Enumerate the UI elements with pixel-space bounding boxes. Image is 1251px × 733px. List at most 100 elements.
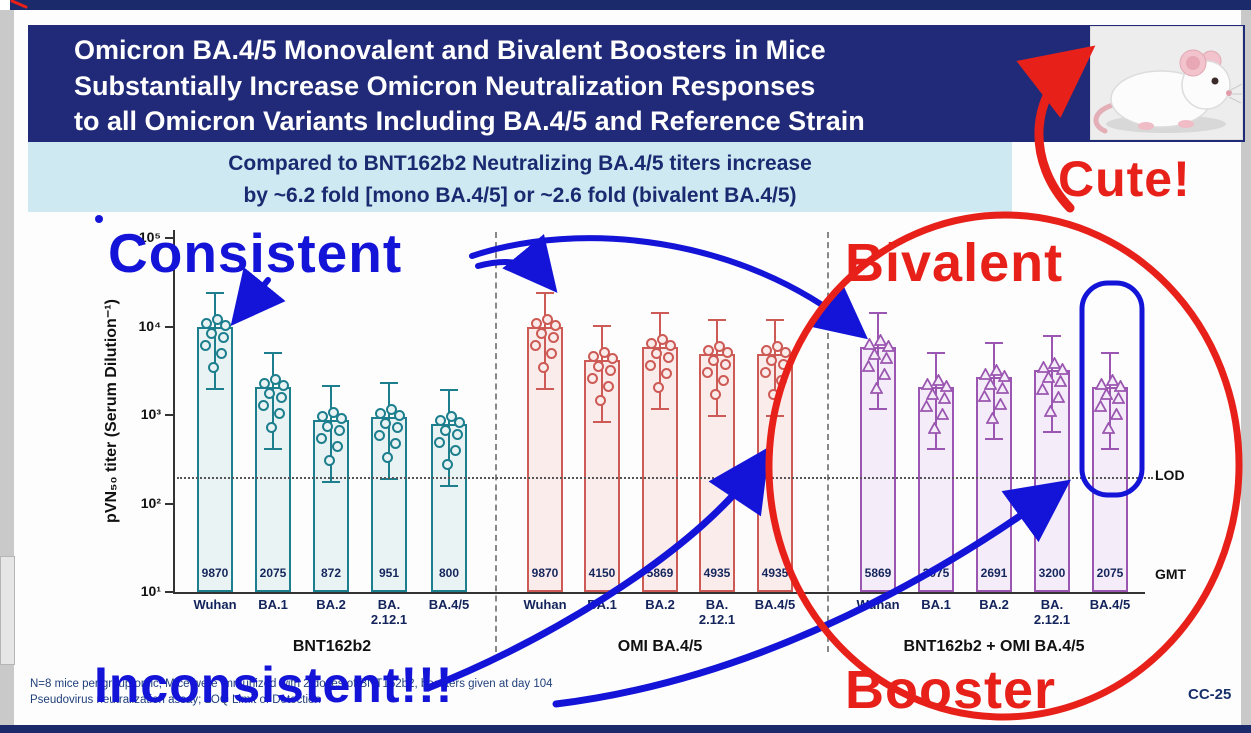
error-bar: [272, 352, 274, 449]
gmt-value: 9870: [201, 566, 229, 580]
bar: [313, 420, 349, 592]
y-tick-label: 10¹: [140, 583, 161, 599]
data-point: [661, 367, 672, 379]
x-tick-label: Wuhan: [193, 597, 237, 612]
error-bar: [1109, 352, 1111, 449]
data-point: [778, 358, 789, 370]
y-tick: [165, 414, 173, 416]
x-tick-label: Wuhan: [856, 597, 900, 612]
data-point: [336, 413, 347, 425]
window-corner: [0, 0, 10, 10]
error-bar: [659, 312, 661, 409]
data-point: [1041, 370, 1056, 384]
data-point: [977, 389, 992, 402]
data-point: [538, 362, 549, 373]
error-bar-cap: [1043, 335, 1061, 338]
data-point: [708, 354, 719, 366]
x-tick-label: BA.4/5: [754, 597, 796, 612]
data-point: [935, 407, 950, 420]
data-point: [718, 374, 729, 386]
data-point: [881, 339, 896, 352]
window-left-border: [0, 10, 14, 733]
data-point: [264, 387, 275, 399]
data-point: [861, 359, 876, 372]
slide-title-line-2: Substantially Increase Omicron Neutraliz…: [74, 70, 816, 101]
data-point: [536, 328, 547, 339]
mouse-illustration: [1091, 27, 1243, 139]
error-bar-cap: [206, 388, 224, 390]
x-tick-label: BA.4/5: [428, 597, 470, 612]
error-bar-cap: [536, 292, 554, 294]
data-point: [546, 348, 557, 359]
error-bar: [877, 312, 879, 409]
data-point: [375, 407, 386, 419]
data-point: [322, 421, 333, 433]
data-point: [714, 340, 725, 352]
gmt-value: 5869: [646, 566, 674, 580]
data-point: [394, 409, 405, 421]
window-bottom-strip: [0, 725, 1251, 733]
data-point: [550, 320, 561, 331]
data-point: [869, 381, 884, 394]
data-point: [386, 403, 397, 415]
x-tick-label: BA. 2.12.1: [698, 597, 736, 627]
data-point: [334, 425, 345, 437]
gmt-value: 951: [378, 566, 400, 580]
data-point: [317, 411, 328, 423]
data-point: [266, 421, 277, 433]
error-bar: [448, 389, 450, 486]
data-point: [607, 353, 618, 365]
data-point: [766, 354, 777, 366]
error-bar-cap: [380, 381, 398, 384]
data-point: [324, 455, 335, 467]
data-point: [605, 365, 616, 377]
error-bar-cap: [440, 388, 458, 391]
mouse-photo: [1090, 26, 1243, 140]
window-top-strip: [10, 0, 1251, 10]
annotation-consistent: Consistent: [108, 222, 403, 284]
data-point: [879, 351, 894, 364]
footer-note-1: N=8 mice per group/omic; Mice were immun…: [30, 678, 553, 690]
data-point: [1053, 374, 1068, 388]
annotation-cute: Cute!: [1058, 151, 1191, 207]
gmt-value: 4935: [703, 566, 731, 580]
error-bar-cap: [708, 414, 726, 417]
data-point: [1043, 404, 1058, 418]
data-point: [435, 414, 446, 426]
data-point: [1051, 390, 1066, 404]
data-point: [710, 388, 721, 400]
gmt-value: 2691: [980, 566, 1008, 580]
data-point: [328, 407, 339, 419]
gmt-value: 2075: [922, 566, 950, 580]
gmt-value: 5869: [864, 566, 892, 580]
data-point: [937, 391, 952, 404]
error-bar-cap: [985, 437, 1003, 440]
error-bar: [544, 293, 546, 389]
data-point: [548, 332, 559, 343]
gmt-value: 4150: [588, 566, 616, 580]
error-bar-cap: [869, 407, 887, 410]
gmt-value: 800: [438, 566, 460, 580]
error-bar-cap: [264, 447, 282, 450]
footer-note-2: Pseudovirus neutralization assay; LOQ Li…: [30, 694, 321, 706]
x-tick-label: BA.2: [979, 597, 1009, 612]
data-point: [927, 421, 942, 434]
data-point: [702, 366, 713, 378]
data-point: [1055, 362, 1070, 376]
gmt-value: 2075: [1096, 566, 1124, 580]
data-point: [434, 436, 445, 448]
data-point: [270, 373, 281, 385]
x-tick-label: BA.2: [316, 597, 346, 612]
data-point: [442, 458, 453, 470]
error-bar-cap: [651, 407, 669, 410]
data-point: [768, 388, 779, 400]
x-tick-label: BA.1: [258, 597, 288, 612]
y-axis-label: pVN₅₀ titer (Serum Dilution⁻¹): [103, 299, 120, 523]
error-bar: [601, 326, 603, 423]
y-tick-label: 10²: [140, 494, 161, 511]
window-left-panel: [0, 556, 15, 665]
data-point: [645, 359, 656, 371]
data-point: [593, 361, 604, 373]
x-tick-label: Wuhan: [523, 597, 567, 612]
